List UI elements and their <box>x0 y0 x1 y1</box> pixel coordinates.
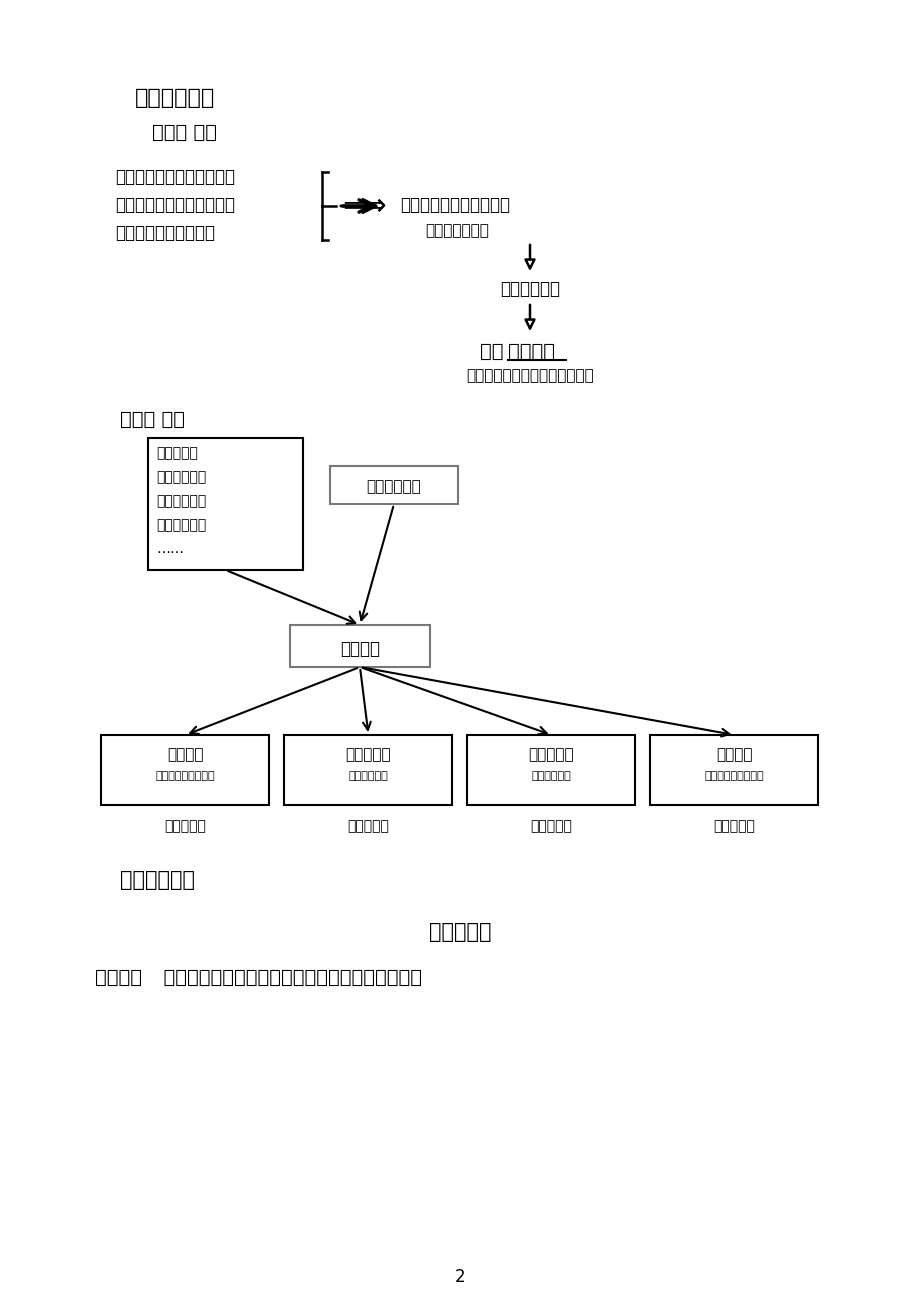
Bar <box>148 437 302 570</box>
Text: （小组教研活: （小组教研活 <box>531 771 571 781</box>
Text: 年度研修: 年度研修 <box>95 967 142 987</box>
Text: （二） 架构: （二） 架构 <box>119 410 185 428</box>
Text: 教师发展需求: 教师发展需求 <box>156 518 206 533</box>
Text: 学科组教研: 学科组教研 <box>346 747 391 762</box>
Text: 教研组教研: 教研组教研 <box>528 747 573 762</box>
Text: 洞悉学校教师个人发展需求: 洞悉学校教师个人发展需求 <box>115 197 234 214</box>
Text: 深入剖析教育大的发展方向: 深入剖析教育大的发展方向 <box>115 168 234 186</box>
Text: （风格式）: （风格式） <box>713 819 754 833</box>
Text: （暑期堂素蕨培训活: （暑期堂素蕨培训活 <box>155 771 215 781</box>
Text: （引领式）: （引领式） <box>165 819 206 833</box>
Text: （大组教研活: （大组教研活 <box>348 771 388 781</box>
Text: ……: …… <box>156 542 184 556</box>
Text: 现实背景：: 现实背景： <box>156 447 198 460</box>
Text: 校本研修: 校本研修 <box>507 342 554 361</box>
Bar <box>650 736 818 805</box>
Text: 学校教科研整体发展目标: 学校教科研整体发展目标 <box>400 197 509 214</box>
Text: 重引领。聚焦年度核心研究主题，聘请省、市教科: 重引领。聚焦年度核心研究主题，聘请省、市教科 <box>151 967 422 987</box>
Text: 深入剖解学校核心课题: 深入剖解学校核心课题 <box>115 224 215 242</box>
Text: 展开: 展开 <box>480 342 503 361</box>
Text: 四、活动模型: 四、活动模型 <box>135 89 215 108</box>
Text: 教育发展方向: 教育发展方向 <box>156 470 206 484</box>
Text: 聚焦真研究: 聚焦真研究 <box>428 922 491 943</box>
Text: 核心研究主题: 核心研究主题 <box>499 280 560 298</box>
Text: （以问题为驱动，课例为载体）: （以问题为驱动，课例为载体） <box>466 368 594 383</box>
Bar <box>101 736 269 805</box>
Text: （深入式）: （深入式） <box>347 819 389 833</box>
Bar <box>284 736 452 805</box>
Text: 学校发展方向: 学校发展方向 <box>156 493 206 508</box>
Text: ⟹: ⟹ <box>342 191 385 220</box>
Text: （待解决问题）: （待解决问题） <box>425 223 488 238</box>
Text: 五、活动特征: 五、活动特征 <box>119 870 195 891</box>
Bar <box>330 466 458 504</box>
Text: （一） 流程: （一） 流程 <box>152 122 217 142</box>
Text: 年度研修: 年度研修 <box>167 747 203 762</box>
Bar <box>467 736 635 805</box>
Bar <box>289 625 429 667</box>
Text: 2: 2 <box>454 1268 465 1286</box>
Text: （以课堂为主阵地）: （以课堂为主阵地） <box>704 771 764 781</box>
Text: 个人教研: 个人教研 <box>716 747 752 762</box>
Text: 主题统领: 主题统领 <box>340 641 380 658</box>
Text: 学校课题剖析: 学校课题剖析 <box>367 479 421 493</box>
Text: （内化式）: （内化式） <box>530 819 572 833</box>
